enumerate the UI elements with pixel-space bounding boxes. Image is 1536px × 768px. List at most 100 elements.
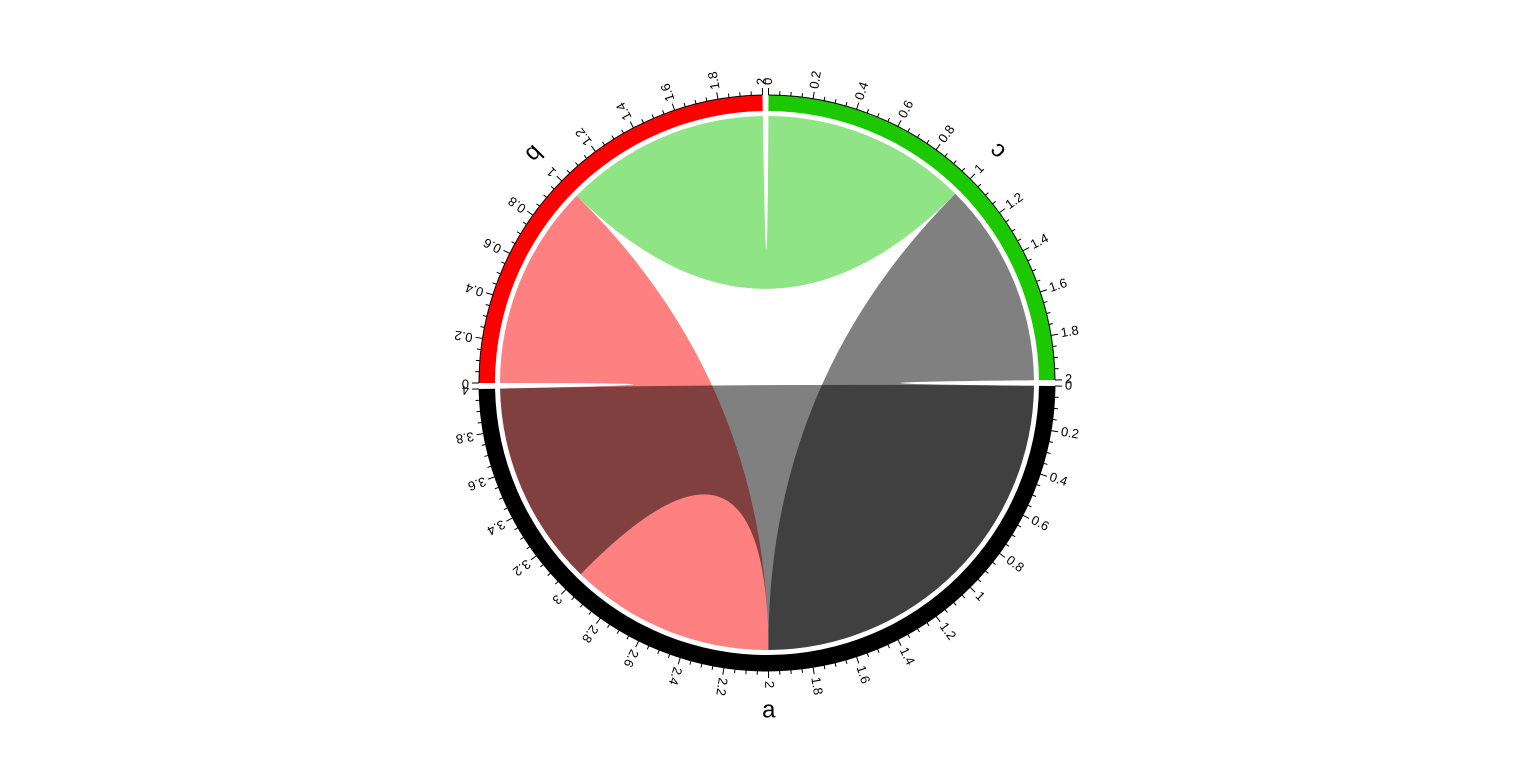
minor-tick-b — [550, 186, 555, 190]
major-tick-a — [677, 657, 681, 665]
minor-tick-a — [1005, 543, 1010, 547]
tick-label-c: 0.8 — [935, 122, 958, 145]
minor-tick-a — [1017, 524, 1022, 528]
tick-label-a: 1.8 — [808, 676, 826, 696]
minor-tick-c — [977, 183, 982, 188]
major-tick-c — [969, 173, 976, 180]
tick-label-c: 1.2 — [1002, 189, 1025, 212]
minor-tick-c — [985, 192, 989, 196]
major-tick-a — [1040, 473, 1048, 477]
tick-label-c: 0.2 — [806, 70, 824, 90]
minor-tick-c — [877, 113, 880, 118]
tick-label-b: 1.4 — [613, 100, 635, 123]
minor-tick-b — [543, 194, 548, 198]
minor-tick-c — [961, 167, 966, 172]
minor-tick-b — [496, 271, 501, 275]
minor-tick-a — [657, 649, 660, 654]
tick-label-a: 2 — [762, 681, 777, 688]
tick-label-a: 3.4 — [485, 517, 508, 539]
tick-label-b: 0.2 — [453, 328, 473, 346]
minor-tick-c — [926, 139, 930, 144]
tick-label-b: 2 — [754, 78, 769, 85]
major-tick-a — [722, 667, 725, 675]
minor-tick-c — [1011, 228, 1016, 232]
minor-tick-c — [887, 117, 890, 122]
minor-tick-a — [1011, 534, 1016, 538]
minor-tick-b — [482, 315, 487, 317]
tick-label-a: 1 — [973, 588, 989, 604]
major-tick-b — [556, 175, 563, 182]
major-tick-b — [526, 210, 534, 216]
minor-tick-a — [907, 634, 911, 638]
minor-tick-a — [1046, 452, 1051, 454]
minor-tick-a — [494, 486, 499, 490]
sector-label-c: c — [984, 137, 1012, 165]
minor-tick-b — [511, 241, 516, 244]
major-tick-b — [486, 292, 493, 296]
tick-label-a: 3.2 — [510, 557, 533, 580]
tick-label-c: 1.8 — [1059, 322, 1079, 340]
minor-tick-a — [539, 564, 544, 568]
minor-tick-a — [554, 580, 559, 585]
tick-label-c: 0.4 — [852, 80, 872, 102]
minor-tick-c — [1048, 323, 1053, 325]
tick-label-b: 0.8 — [505, 194, 528, 217]
tick-label-b: 0.4 — [463, 280, 485, 300]
minor-tick-a — [616, 629, 620, 634]
minor-tick-a — [689, 660, 692, 665]
major-tick-a — [969, 586, 976, 593]
major-tick-a — [506, 517, 513, 522]
minor-tick-a — [834, 662, 837, 667]
minor-tick-a — [926, 622, 930, 627]
minor-tick-a — [1032, 494, 1037, 497]
axis-line-a — [478, 386, 1056, 672]
chord-link-b-c-3 — [576, 116, 956, 289]
minor-tick-c — [823, 96, 826, 101]
minor-tick-a — [498, 497, 504, 500]
minor-tick-a — [487, 465, 492, 468]
minor-tick-b — [575, 162, 579, 166]
minor-tick-a — [887, 644, 890, 649]
minor-tick-c — [953, 160, 957, 164]
minor-tick-a — [503, 507, 508, 511]
minor-tick-c — [916, 133, 920, 138]
tick-label-a: 3 — [549, 592, 565, 608]
tick-label-c: 1.4 — [1028, 230, 1051, 252]
tick-label-a: 1.4 — [897, 645, 919, 668]
minor-tick-b — [480, 326, 485, 328]
minor-tick-a — [484, 454, 489, 457]
minor-tick-b — [492, 282, 497, 285]
minor-tick-a — [992, 561, 996, 566]
minor-tick-b — [641, 119, 644, 124]
minor-tick-a — [944, 609, 948, 613]
minor-tick-c — [845, 102, 848, 107]
major-tick-b — [716, 92, 719, 100]
chord-link-a-a-2 — [500, 384, 1034, 650]
minor-tick-a — [916, 628, 920, 633]
major-tick-a — [812, 667, 815, 675]
minor-tick-a — [607, 623, 611, 628]
major-tick-c — [897, 119, 902, 127]
major-tick-a — [487, 476, 495, 480]
minor-tick-a — [571, 596, 575, 601]
minor-tick-a — [588, 610, 592, 615]
minor-tick-b — [705, 97, 708, 102]
tick-label-b: 1.6 — [657, 82, 677, 104]
minor-tick-a — [477, 422, 482, 424]
tick-label-c: 0.6 — [895, 98, 917, 121]
major-tick-a — [998, 552, 1006, 558]
sector-tracks — [479, 95, 1055, 672]
tick-label-c: 1.6 — [1047, 275, 1069, 295]
minor-tick-c — [1036, 279, 1041, 282]
chord-links — [500, 116, 1034, 651]
major-tick-a — [595, 617, 601, 624]
minor-tick-a — [481, 444, 486, 446]
minor-tick-a — [977, 578, 982, 583]
minor-tick-c — [1046, 312, 1051, 314]
minor-tick-a — [526, 546, 531, 550]
axis-ticks — [472, 88, 1062, 678]
tick-label-a: 0.2 — [1060, 424, 1080, 442]
minor-tick-b — [485, 304, 490, 307]
minor-tick-c — [1027, 258, 1032, 262]
major-tick-a — [530, 555, 537, 561]
